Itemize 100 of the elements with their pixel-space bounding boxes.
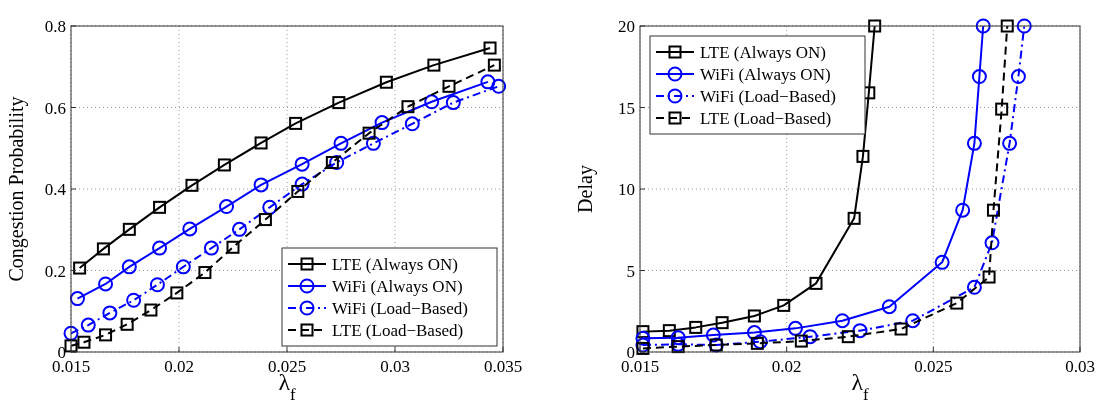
point	[1010, 69, 1026, 85]
point	[671, 340, 685, 354]
point	[153, 200, 167, 214]
point	[379, 75, 393, 89]
point	[950, 296, 964, 310]
point	[185, 178, 199, 192]
point	[487, 58, 501, 72]
point	[894, 322, 908, 336]
point	[73, 261, 87, 275]
legend-label: WiFi (Load−Based)	[700, 87, 836, 106]
point	[881, 299, 897, 315]
point	[662, 324, 676, 338]
point	[750, 336, 764, 350]
point	[856, 149, 870, 163]
point	[122, 222, 136, 236]
legend-label: LTE (Load−Based)	[332, 321, 464, 340]
point	[852, 323, 868, 339]
legend-label: WiFi (Always ON)	[700, 65, 831, 84]
point	[934, 254, 950, 270]
point	[445, 95, 461, 111]
point	[170, 286, 184, 300]
point	[262, 199, 278, 215]
point	[217, 158, 231, 172]
point	[289, 116, 303, 130]
point	[746, 325, 762, 341]
point	[841, 330, 855, 344]
point	[986, 203, 1000, 217]
point	[219, 199, 235, 215]
point	[332, 96, 346, 110]
point	[120, 317, 134, 331]
point	[777, 298, 791, 312]
point	[787, 320, 803, 336]
point	[258, 213, 272, 227]
y-tick-label: 5	[626, 261, 635, 281]
point	[955, 202, 971, 218]
point	[834, 313, 850, 329]
point	[98, 276, 114, 292]
point	[99, 328, 113, 342]
point	[635, 337, 651, 353]
point	[802, 329, 818, 345]
point	[1002, 135, 1018, 151]
point	[144, 303, 158, 317]
point	[670, 336, 686, 352]
point	[966, 135, 982, 151]
point	[64, 339, 78, 353]
point	[374, 115, 390, 131]
point	[984, 235, 1000, 251]
point	[966, 279, 982, 295]
point	[442, 79, 456, 93]
point	[491, 78, 507, 94]
x-tick-label: 0.03	[1065, 357, 1095, 376]
point	[182, 221, 198, 237]
y-tick-label: 15	[618, 98, 635, 118]
point	[847, 211, 861, 225]
point	[365, 135, 381, 151]
y-tick-label: 0.8	[44, 17, 66, 36]
point	[794, 334, 808, 348]
y-tick-label: 0.4	[44, 180, 67, 199]
y-tick-label: 20	[618, 17, 635, 36]
point	[69, 291, 85, 307]
x-tick-label: 0.035	[483, 357, 523, 376]
legend-label: WiFi (Always ON)	[332, 277, 463, 296]
point	[149, 277, 165, 293]
point	[1000, 19, 1014, 33]
point	[198, 266, 212, 280]
point	[231, 221, 247, 237]
legend-label: LTE (Always ON)	[700, 43, 826, 62]
x-tick-label: 0.02	[164, 357, 194, 376]
point	[483, 41, 497, 55]
point	[203, 240, 219, 256]
point	[126, 292, 142, 308]
legend-label: LTE (Always ON)	[332, 255, 458, 274]
y-axis-title: Delay	[574, 165, 597, 213]
x-tick-label: 0.025	[914, 357, 953, 376]
point	[1016, 18, 1032, 34]
point	[868, 19, 882, 33]
point	[63, 325, 79, 341]
point	[424, 94, 440, 110]
legend-label: LTE (Load−Based)	[700, 109, 832, 128]
point	[480, 74, 496, 90]
point	[325, 156, 339, 170]
y-tick-label: 0.6	[44, 98, 66, 118]
point	[404, 116, 420, 132]
point	[253, 177, 269, 193]
point	[636, 325, 650, 339]
point	[809, 276, 823, 290]
point	[636, 341, 650, 355]
point	[294, 156, 310, 172]
point	[226, 240, 240, 254]
point	[905, 313, 921, 329]
point	[971, 69, 987, 85]
point	[294, 176, 310, 192]
point	[715, 316, 729, 330]
point	[705, 327, 721, 343]
point	[689, 320, 703, 334]
point	[102, 305, 118, 321]
point	[96, 242, 110, 256]
point	[362, 126, 376, 140]
x-axis-title: λ$_{f}$	[851, 369, 870, 404]
point	[291, 184, 305, 198]
